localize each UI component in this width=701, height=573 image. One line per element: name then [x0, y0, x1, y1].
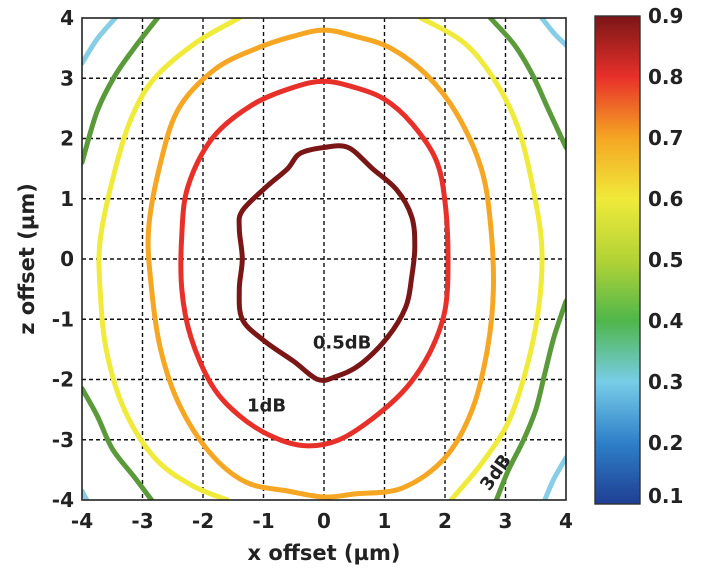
- x-tick-label-0: -4: [71, 509, 93, 533]
- contour-line-7: [487, 18, 566, 150]
- contour-line-4: [418, 18, 545, 500]
- y-tick-label-7: 3: [60, 66, 74, 90]
- plot-frame: [81, 17, 567, 501]
- colorbar-ticks: 0.1 0.2 0.3 0.4 0.5 0.6 0.7 0.8 0.9: [648, 4, 683, 508]
- colorbar-tick-label-0: 0.1: [648, 484, 683, 508]
- contour-lines: [82, 18, 566, 500]
- x-tick-label-4: 0: [317, 509, 331, 533]
- contour-line-8: [493, 298, 566, 500]
- colorbar-tick-label-4: 0.5: [648, 248, 683, 272]
- colorbar-tick-label-7: 0.8: [648, 65, 683, 89]
- y-axis-ticks: -4 -3 -2 -1 0 1 2 3 4: [52, 6, 74, 512]
- x-tick-label-1: -3: [131, 509, 153, 533]
- contour-line-10: [539, 18, 566, 48]
- y-tick-label-3: -1: [52, 307, 74, 331]
- x-tick-label-8: 4: [559, 509, 573, 533]
- x-axis-label: x offset (µm): [248, 541, 401, 565]
- y-tick-label-6: 2: [60, 127, 74, 151]
- contour-line-5: [82, 18, 161, 166]
- contour-line-0: [236, 143, 418, 383]
- y-tick-label-0: -4: [52, 488, 74, 512]
- contour-line-9: [82, 18, 118, 66]
- x-tick-label-6: 2: [438, 509, 452, 533]
- x-axis-ticks: -4 -3 -2 -1 0 1 2 3 4: [71, 509, 573, 533]
- contour-line-2: [145, 27, 496, 500]
- x-tick-label-5: 1: [378, 509, 392, 533]
- colorbar-tick-label-2: 0.3: [648, 370, 683, 394]
- y-tick-label-5: 1: [60, 187, 74, 211]
- colorbar-tick-label-1: 0.2: [648, 431, 683, 455]
- contour-line-3: [96, 18, 242, 500]
- contour-label-1: 1dB: [247, 396, 286, 417]
- colorbar-tick-label-5: 0.6: [648, 187, 683, 211]
- x-tick-label-3: -1: [252, 509, 274, 533]
- contour-line-6: [82, 386, 155, 500]
- colorbar-tick-label-8: 0.9: [648, 4, 683, 28]
- colorbar-tick-label-3: 0.4: [648, 309, 683, 333]
- y-tick-label-8: 4: [60, 6, 74, 30]
- x-tick-label-2: -2: [192, 509, 214, 533]
- y-tick-label-4: 0: [60, 247, 74, 271]
- contour-label-0: 0.5dB: [313, 332, 372, 353]
- x-tick-label-7: 3: [499, 509, 513, 533]
- y-tick-label-1: -3: [52, 428, 74, 452]
- colorbar-tick-label-6: 0.7: [648, 126, 683, 150]
- y-tick-label-2: -2: [52, 368, 74, 392]
- contour-line-11: [542, 455, 566, 500]
- contour-line-1: [178, 78, 451, 449]
- colorbar: [594, 15, 641, 505]
- y-axis-label: z offset (µm): [15, 183, 39, 335]
